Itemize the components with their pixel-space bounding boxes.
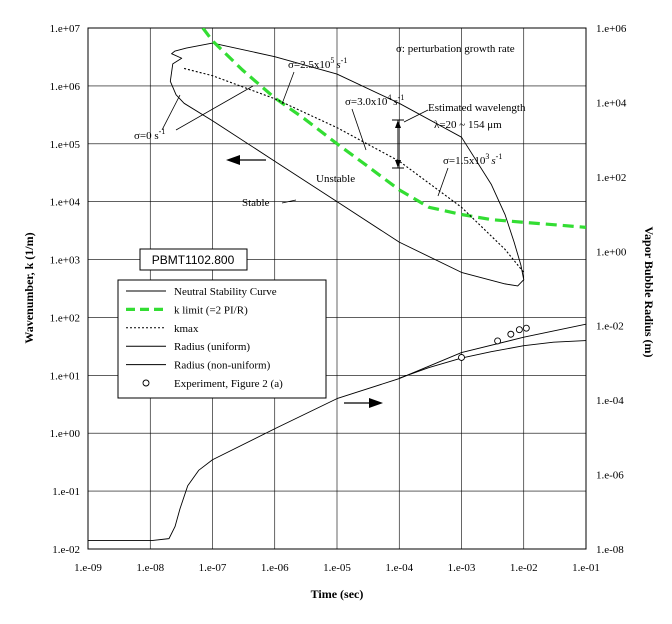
- y-right-tick-labels: 1.e-08 1.e-06 1.e-04 1.e-02 1.e+00 1.e+02 1.e+…: [596, 23, 627, 556]
- series-layer: [88, 28, 586, 541]
- estimated-wavelength-label: Estimated wavelength: [428, 102, 526, 114]
- y-right-tick-label: 1.e-04: [596, 395, 624, 407]
- legend-label: Experiment, Figure 2 (a): [174, 378, 283, 390]
- y-left-tick-label: 1.e+01: [50, 370, 80, 382]
- run-id-label: PBMT1102.800: [152, 253, 235, 267]
- x-tick-label: 1.e-01: [572, 562, 600, 574]
- legend: Neutral Stability Curve k limit (=2 PI/R)…: [117, 279, 327, 399]
- y-left-tick-label: 1.e+05: [50, 139, 81, 151]
- legend-entry: Experiment, Figure 2 (a): [142, 378, 283, 390]
- y-left-tick-label: 1.e-02: [52, 544, 80, 556]
- lambda-range-label: λ=20 ~ 154 μm: [434, 119, 502, 131]
- left-axis-arrow: [226, 155, 266, 165]
- experiment-point: [494, 337, 502, 345]
- y-left-tick-label: 1.e+03: [50, 255, 81, 267]
- curve-k-limit: [201, 28, 586, 229]
- sigma-3e4-label: σ=3.0x104 s-1: [345, 93, 404, 108]
- sigma-3e4-leader: [351, 108, 367, 151]
- y-left-tick-labels: 1.e-02 1.e-01 1.e+00 1.e+01 1.e+02 1.e+03 1.e+…: [50, 23, 81, 556]
- experiment-point: [522, 324, 530, 332]
- x-tick-label: 1.e-04: [385, 562, 413, 574]
- x-tick-label: 1.e-08: [136, 562, 164, 574]
- experiment-point: [458, 354, 465, 361]
- legend-label: Radius (uniform): [174, 341, 250, 353]
- x-tick-label: 1.e-06: [261, 562, 289, 574]
- sigma-2-5e5-leader: [281, 71, 295, 105]
- unstable-label: Unstable: [316, 173, 355, 185]
- curve-radius-uniform: [88, 323, 586, 541]
- x-tick-label: 1.e-02: [510, 562, 538, 574]
- curve-radius-non-uniform: [399, 340, 586, 379]
- legend-box: [117, 279, 327, 399]
- x-tick-label: 1.e-07: [199, 562, 227, 574]
- right-axis-arrow: [344, 398, 383, 408]
- y-left-tick-label: 1.e+02: [50, 312, 80, 324]
- plot-frame: [87, 27, 587, 550]
- y-right-axis-label: Vapor Bubble Radius (m): [642, 226, 656, 357]
- legend-entry: kmax: [126, 323, 199, 335]
- legend-label: k limit (=2 PI/R): [174, 304, 248, 316]
- sigma-1-5e3-leader: [437, 167, 449, 197]
- annotation-layer: σ: perturbation growth rate σ=2.5x105 s-1…: [134, 43, 526, 408]
- experiment-point: [507, 330, 515, 338]
- curve-kmax: [183, 67, 525, 273]
- wavelength-leader: [403, 109, 429, 123]
- sigma-zero-label: σ=0 s-1: [134, 127, 165, 142]
- legend-label: kmax: [174, 323, 199, 335]
- y-right-tick-label: 1.e+04: [596, 97, 627, 109]
- legend-marker: [142, 379, 150, 387]
- y-left-tick-label: 1.e-01: [52, 486, 80, 498]
- x-tick-label: 1.e-05: [323, 562, 351, 574]
- y-right-tick-label: 1.e+00: [596, 246, 627, 258]
- y-right-tick-label: 1.e-08: [596, 544, 624, 556]
- legend-entry: Radius (uniform): [126, 341, 250, 353]
- sigma-zero-leader-upper: [161, 94, 181, 131]
- curve-neutral-stability: [169, 42, 525, 287]
- x-axis-label: Time (sec): [311, 587, 364, 601]
- legend-label: Neutral Stability Curve: [174, 286, 277, 298]
- x-tick-label: 1.e-09: [74, 562, 102, 574]
- y-right-tick-label: 1.e-02: [596, 321, 624, 333]
- y-left-tick-label: 1.e+00: [50, 428, 81, 440]
- sigma-2-5e5-label: σ=2.5x105 s-1: [288, 56, 347, 71]
- y-left-tick-label: 1.e+04: [50, 197, 81, 209]
- legend-entry: k limit (=2 PI/R): [126, 304, 248, 316]
- sigma-1-5e3-label: σ=1.5x103 s-1: [443, 152, 502, 167]
- stable-leader: [281, 199, 297, 204]
- legend-label: Radius (non-uniform): [174, 360, 271, 372]
- x-tick-labels: 1.e-09 1.e-08 1.e-07 1.e-06 1.e-05 1.e-04 1.e-…: [74, 562, 600, 574]
- y-left-tick-label: 1.e+06: [50, 81, 81, 93]
- legend-entry: Neutral Stability Curve: [126, 286, 277, 298]
- y-right-tick-label: 1.e+06: [596, 23, 627, 35]
- stable-label: Stable: [242, 197, 270, 209]
- experiment-point: [515, 326, 523, 334]
- y-right-tick-label: 1.e+02: [596, 172, 626, 184]
- wavelength-range-arrow: [392, 119, 404, 169]
- legend-entry: Radius (non-uniform): [126, 360, 271, 372]
- run-id-box: [139, 248, 248, 271]
- y-left-tick-label: 1.e+07: [50, 23, 81, 35]
- sigma-zero-leader-lower: [175, 85, 254, 131]
- y-left-axis-label: Wavenumber, k (1/m): [22, 232, 36, 343]
- sigma-definition: σ: perturbation growth rate: [396, 43, 515, 55]
- y-right-tick-label: 1.e-06: [596, 470, 624, 482]
- x-tick-label: 1.e-03: [448, 562, 476, 574]
